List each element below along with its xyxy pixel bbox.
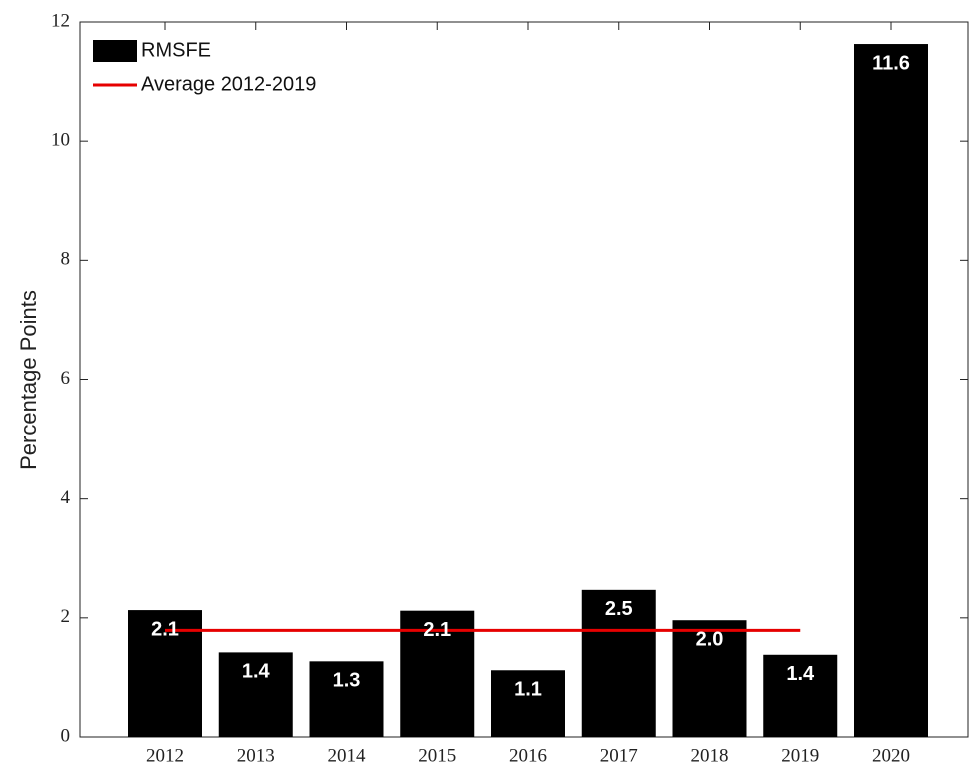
data-label: 1.3 [333,670,361,692]
legend-label: Average 2012-2019 [141,73,316,95]
y-tick-label: 10 [51,130,70,151]
bar [491,670,565,737]
data-label: 1.1 [514,679,542,701]
x-tick-label: 2014 [328,745,367,766]
data-label: 2.1 [423,619,451,641]
data-label: 2.0 [696,628,724,650]
y-tick-label: 4 [61,487,71,508]
data-label: 2.1 [151,618,179,640]
legend-label: RMSFE [141,39,211,61]
bar [218,652,293,737]
y-tick-label: 8 [61,249,71,270]
x-tick-label: 2012 [146,745,184,766]
x-tick-label: 2015 [418,745,456,766]
y-tick-label: 0 [61,725,71,746]
data-label: 1.4 [242,661,271,683]
bar [581,589,656,737]
x-tick-label: 2019 [781,745,819,766]
bar [854,44,928,737]
x-tick-label: 2016 [509,745,547,766]
x-tick-label: 2017 [600,745,638,766]
y-tick-label: 2 [61,606,71,627]
x-tick-label: 2013 [237,745,275,766]
bar [763,654,838,737]
bar [309,661,384,737]
y-tick-label: 6 [61,368,71,389]
y-tick-label: 12 [51,10,70,31]
bar [672,620,747,737]
x-tick-label: 2020 [872,745,910,766]
y-axis-label: Percentage Points [16,290,41,470]
data-label: 2.5 [605,598,633,620]
data-label: 11.6 [872,52,910,74]
legend-swatch [93,40,137,62]
data-label: 1.4 [786,663,815,685]
x-tick-label: 2018 [691,745,729,766]
